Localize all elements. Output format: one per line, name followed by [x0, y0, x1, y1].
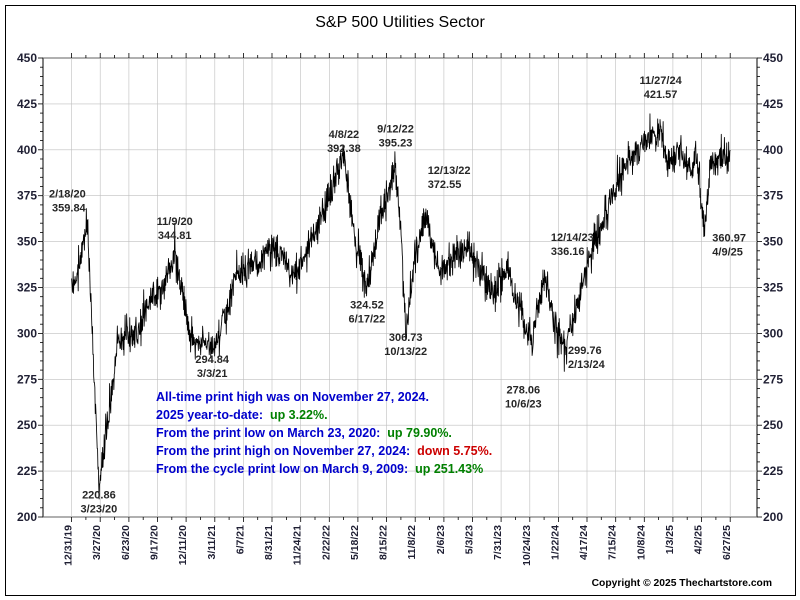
svg-text:12/13/22: 12/13/22: [428, 165, 471, 177]
svg-text:3/3/21: 3/3/21: [197, 368, 228, 380]
svg-text:325: 325: [17, 281, 37, 295]
svg-text:4/9/25: 4/9/25: [712, 247, 743, 259]
svg-text:11/9/20: 11/9/20: [157, 216, 193, 228]
svg-text:8/15/22: 8/15/22: [378, 525, 390, 560]
svg-text:359.84: 359.84: [52, 203, 87, 215]
svg-text:200: 200: [17, 510, 37, 524]
svg-text:300: 300: [763, 326, 783, 340]
svg-text:220.86: 220.86: [82, 490, 116, 502]
svg-text:299.76: 299.76: [568, 345, 602, 357]
svg-text:372.55: 372.55: [428, 179, 462, 191]
svg-text:7/31/23: 7/31/23: [492, 525, 504, 560]
svg-text:6/7/21: 6/7/21: [234, 525, 246, 554]
svg-text:200: 200: [763, 510, 783, 524]
svg-text:11/24/21: 11/24/21: [292, 525, 304, 565]
svg-text:10/13/22: 10/13/22: [384, 346, 427, 358]
svg-text:1/22/24: 1/22/24: [549, 525, 561, 560]
svg-text:425: 425: [17, 97, 37, 111]
svg-text:225: 225: [763, 464, 783, 478]
svg-text:395.23: 395.23: [379, 138, 413, 150]
svg-text:9/12/22: 9/12/22: [377, 124, 414, 136]
svg-text:400: 400: [17, 143, 37, 157]
svg-text:3/27/20: 3/27/20: [91, 525, 103, 560]
svg-text:400: 400: [763, 143, 783, 157]
svg-text:2/22/22: 2/22/22: [320, 525, 332, 560]
svg-text:5/18/22: 5/18/22: [349, 525, 361, 560]
svg-text:6/27/25: 6/27/25: [721, 525, 733, 560]
svg-text:300: 300: [17, 326, 37, 340]
svg-text:10/24/23: 10/24/23: [521, 525, 533, 566]
svg-text:2/13/24: 2/13/24: [568, 359, 606, 371]
svg-text:6/23/20: 6/23/20: [120, 525, 132, 560]
svg-text:250: 250: [17, 418, 37, 432]
svg-text:4/17/24: 4/17/24: [578, 525, 590, 560]
svg-text:12/31/19: 12/31/19: [63, 525, 75, 566]
svg-text:275: 275: [763, 372, 783, 386]
svg-text:2/18/20: 2/18/20: [49, 189, 86, 201]
svg-text:3/11/21: 3/11/21: [206, 525, 218, 560]
svg-text:3/23/20: 3/23/20: [81, 504, 118, 516]
svg-text:306.73: 306.73: [389, 332, 423, 344]
svg-text:250: 250: [763, 418, 783, 432]
svg-text:11/8/22: 11/8/22: [406, 525, 418, 560]
svg-text:12/14/23: 12/14/23: [551, 232, 594, 244]
svg-text:225: 225: [17, 464, 37, 478]
svg-text:325: 325: [763, 281, 783, 295]
svg-text:5/3/23: 5/3/23: [464, 525, 476, 554]
svg-text:1/3/25: 1/3/25: [664, 525, 676, 554]
svg-text:9/17/20: 9/17/20: [149, 525, 161, 560]
svg-text:350: 350: [763, 235, 783, 249]
svg-text:4/8/22: 4/8/22: [329, 129, 360, 141]
svg-text:294.84: 294.84: [195, 354, 230, 366]
svg-text:421.57: 421.57: [644, 89, 678, 101]
svg-text:425: 425: [763, 97, 783, 111]
svg-text:6/17/22: 6/17/22: [349, 313, 386, 325]
svg-text:392.38: 392.38: [327, 143, 361, 155]
svg-text:375: 375: [763, 189, 783, 203]
svg-text:375: 375: [17, 189, 37, 203]
svg-text:450: 450: [17, 51, 37, 65]
svg-text:12/11/20: 12/11/20: [177, 525, 189, 565]
svg-text:450: 450: [763, 51, 783, 65]
svg-text:2/6/23: 2/6/23: [435, 525, 447, 554]
svg-text:275: 275: [17, 372, 37, 386]
svg-text:10/8/24: 10/8/24: [635, 525, 647, 560]
svg-text:344.81: 344.81: [158, 230, 192, 242]
svg-text:11/27/24: 11/27/24: [639, 75, 682, 87]
svg-text:4/2/25: 4/2/25: [693, 525, 705, 554]
svg-text:8/31/21: 8/31/21: [263, 525, 275, 560]
svg-text:350: 350: [17, 235, 37, 249]
svg-text:360.97: 360.97: [712, 233, 746, 245]
svg-text:324.52: 324.52: [350, 299, 384, 311]
svg-text:336.16: 336.16: [551, 246, 585, 258]
svg-text:7/15/24: 7/15/24: [607, 525, 619, 560]
